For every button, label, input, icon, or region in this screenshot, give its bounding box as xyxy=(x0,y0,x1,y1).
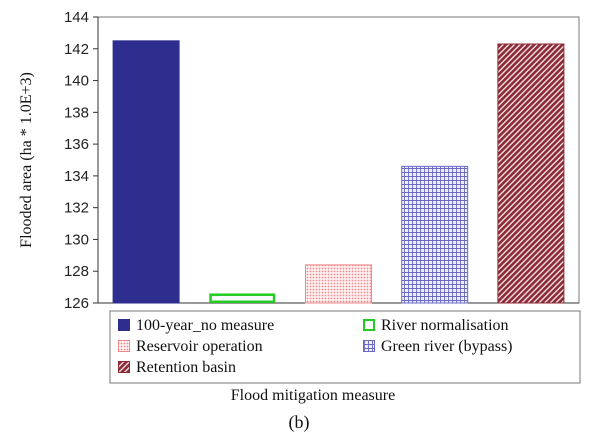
legend-swatch xyxy=(363,340,375,352)
y-tick-label: 136 xyxy=(64,136,89,153)
y-axis-ticks: 126 128 130 132 134 136 138 140 142 144 xyxy=(64,9,98,312)
y-tick-label: 138 xyxy=(64,104,89,121)
legend-swatch xyxy=(118,340,130,352)
y-axis-title: Flooded area (ha * 1.0E+3) xyxy=(18,72,35,248)
bar-green-river-bypass xyxy=(401,165,469,304)
legend-label: 100-year_no measure xyxy=(136,317,274,334)
legend-box xyxy=(109,310,581,384)
y-tick-label: 132 xyxy=(64,200,89,217)
y-tick-label: 144 xyxy=(64,9,89,26)
legend-swatch xyxy=(118,319,130,331)
legend-label: River normalisation xyxy=(381,317,509,334)
legend: 100-year_no measure River normalisation Re… xyxy=(118,317,513,376)
x-axis-title: Flood mitigation measure xyxy=(231,387,395,404)
y-tick-label: 130 xyxy=(64,231,89,248)
y-tick-label: 140 xyxy=(64,73,89,90)
bars xyxy=(112,40,565,304)
legend-label: Retention basin xyxy=(136,359,236,376)
y-tick-label: 142 xyxy=(64,41,89,58)
figure-caption: (b) xyxy=(289,412,310,433)
y-tick-label: 128 xyxy=(64,263,89,280)
y-tick-label: 126 xyxy=(64,295,89,312)
bar-reservoir-operation xyxy=(305,264,372,304)
bar-retention-basin xyxy=(497,43,565,304)
legend-swatch xyxy=(118,361,130,373)
legend-swatch xyxy=(363,319,375,331)
legend-label: Reservoir operation xyxy=(136,338,263,355)
legend-label: Green river (bypass) xyxy=(381,338,513,355)
y-tick-label: 134 xyxy=(64,168,89,185)
bar-river-normalisation xyxy=(209,293,276,304)
bar-100-year-no-measure xyxy=(112,40,180,304)
